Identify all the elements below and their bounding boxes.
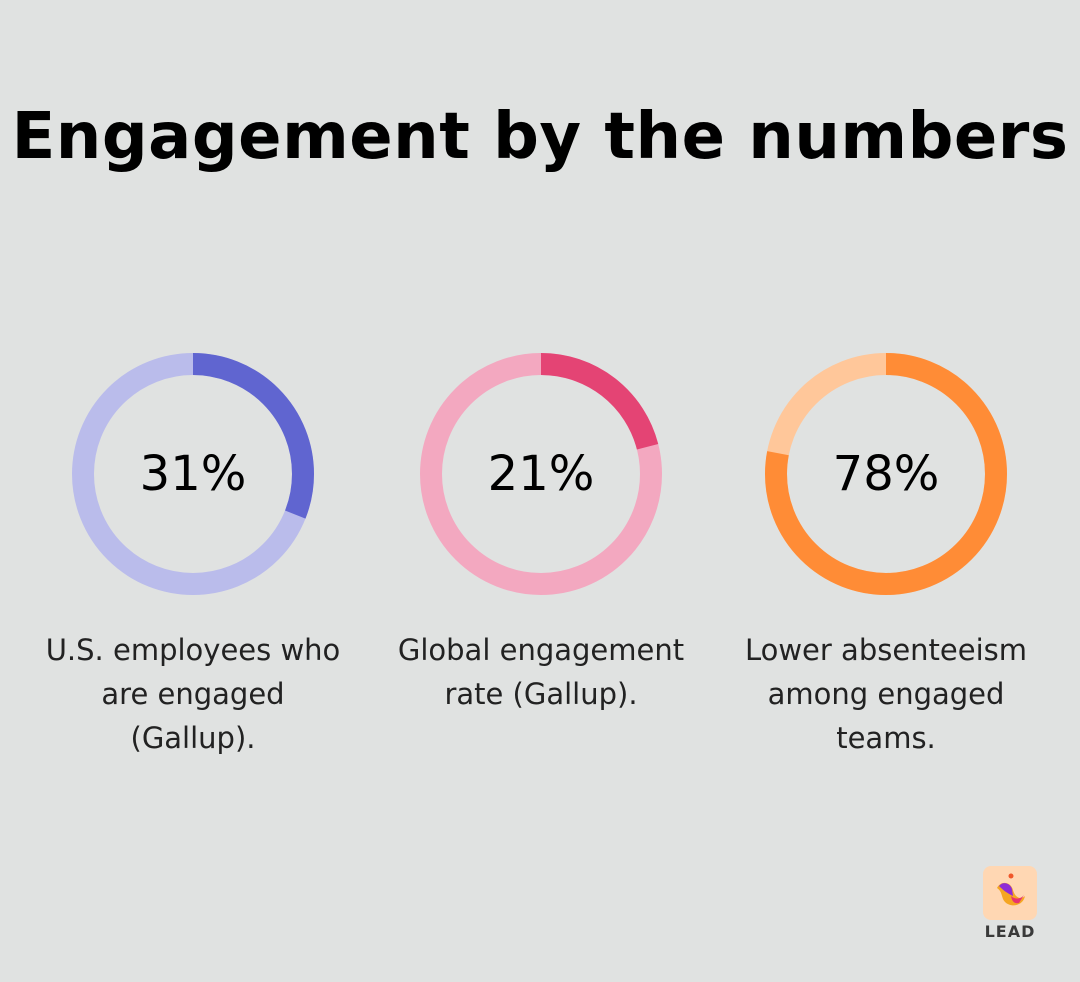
stat-description: Lower absenteeism among engaged teams. <box>744 633 1028 755</box>
lead-logo-text: LEAD <box>984 922 1036 941</box>
stat-value: 31% <box>139 446 247 502</box>
donut-chart <box>420 353 662 595</box>
lead-logo-icon <box>983 866 1037 920</box>
stat-description: Global engagement rate (Gallup). <box>397 633 685 711</box>
stat-value: 78% <box>832 446 940 502</box>
donut-chart <box>765 353 1007 595</box>
donut-chart <box>72 353 314 595</box>
stat-description: U.S. employees who are engaged (Gallup). <box>45 633 341 755</box>
page-title: Engagement by the numbers <box>11 100 1069 174</box>
stat-value: 21% <box>487 446 595 502</box>
